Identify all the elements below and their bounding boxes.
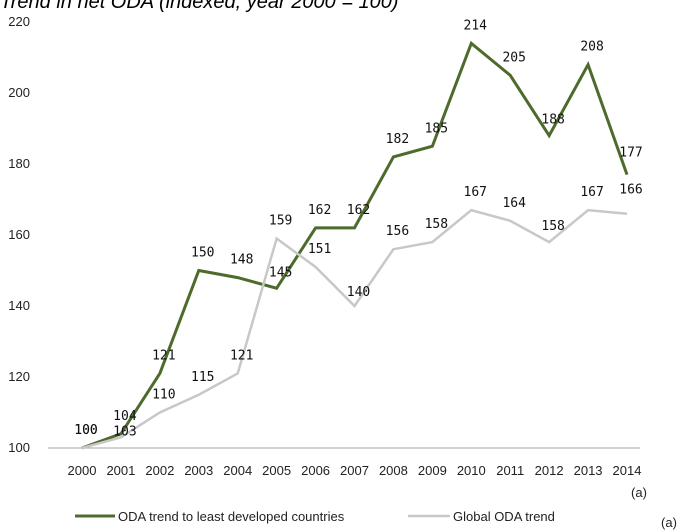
data-label: 162 xyxy=(308,203,331,218)
series-line xyxy=(81,208,628,450)
data-label: 100 xyxy=(74,423,97,438)
y-tick-label: 120 xyxy=(8,369,30,384)
legend-label: ODA trend to least developed countries xyxy=(118,509,345,524)
x-tick-label: 2002 xyxy=(145,463,174,478)
x-tick-label: 2004 xyxy=(223,463,252,478)
data-label: 162 xyxy=(347,203,370,218)
legend: ODA trend to least developed countries Gl… xyxy=(75,509,677,530)
data-labels: 100 104 121 150 148 145 162 162 182 185 214 205 188 2… xyxy=(74,18,642,439)
data-label: 110 xyxy=(152,388,175,403)
x-tick-label: 2003 xyxy=(184,463,213,478)
chart-title: Trend in net ODA (indexed, year 2000 = 1… xyxy=(0,0,399,13)
data-label: 121 xyxy=(230,348,253,363)
data-label: 159 xyxy=(269,214,292,229)
data-label: 156 xyxy=(386,224,409,239)
data-label: 103 xyxy=(113,424,136,439)
data-label: 158 xyxy=(425,217,448,232)
legend-footnote: (a) xyxy=(661,515,677,530)
x-tick-label: 2010 xyxy=(457,463,486,478)
data-label: 188 xyxy=(541,113,564,128)
data-label: 214 xyxy=(464,18,488,33)
data-label: 167 xyxy=(580,185,603,200)
series-line xyxy=(81,40,629,450)
x-tick-label: 2005 xyxy=(262,463,291,478)
data-label: 182 xyxy=(386,132,409,147)
x-tick-label: 2012 xyxy=(535,463,564,478)
data-label: 145 xyxy=(269,265,292,280)
data-label: 140 xyxy=(347,285,370,300)
legend-label: Global ODA trend xyxy=(453,509,555,524)
data-label: 115 xyxy=(191,370,214,385)
x-tick-label: 2007 xyxy=(340,463,369,478)
x-tick-label: 2009 xyxy=(418,463,447,478)
x-tick-label: 2000 xyxy=(68,463,97,478)
x-tick-label: 2001 xyxy=(106,463,135,478)
y-tick-label: 100 xyxy=(8,440,30,455)
data-label: 150 xyxy=(191,246,214,261)
x-tick-label: 2008 xyxy=(379,463,408,478)
data-label: 167 xyxy=(464,185,487,200)
data-label: 151 xyxy=(308,242,331,257)
y-tick-label: 140 xyxy=(8,298,30,313)
y-tick-label: 220 xyxy=(8,14,30,29)
data-label: 158 xyxy=(541,219,564,234)
data-label: 164 xyxy=(502,196,526,211)
data-label: 205 xyxy=(502,50,525,65)
x-axis-footnote: (a) xyxy=(631,485,647,500)
data-label: 185 xyxy=(425,121,448,136)
axes: 100 120 140 160 180 200 220 2000 2001 2002 2003 200… xyxy=(8,14,647,500)
data-label: 121 xyxy=(152,348,175,363)
x-tick-label: 2006 xyxy=(301,463,330,478)
data-label: 104 xyxy=(113,409,137,424)
data-label: 208 xyxy=(580,40,603,55)
x-tick-label: 2014 xyxy=(613,463,642,478)
y-tick-label: 180 xyxy=(8,156,30,171)
data-label: 100 xyxy=(74,423,97,438)
series-lines xyxy=(81,40,629,450)
x-tick-label: 2013 xyxy=(574,463,603,478)
data-label: 148 xyxy=(230,253,253,268)
data-label: 177 xyxy=(619,146,642,161)
data-label: 166 xyxy=(619,183,642,198)
x-tick-label: 2011 xyxy=(496,463,524,478)
y-tick-label: 160 xyxy=(8,227,30,242)
y-tick-label: 200 xyxy=(8,85,30,100)
